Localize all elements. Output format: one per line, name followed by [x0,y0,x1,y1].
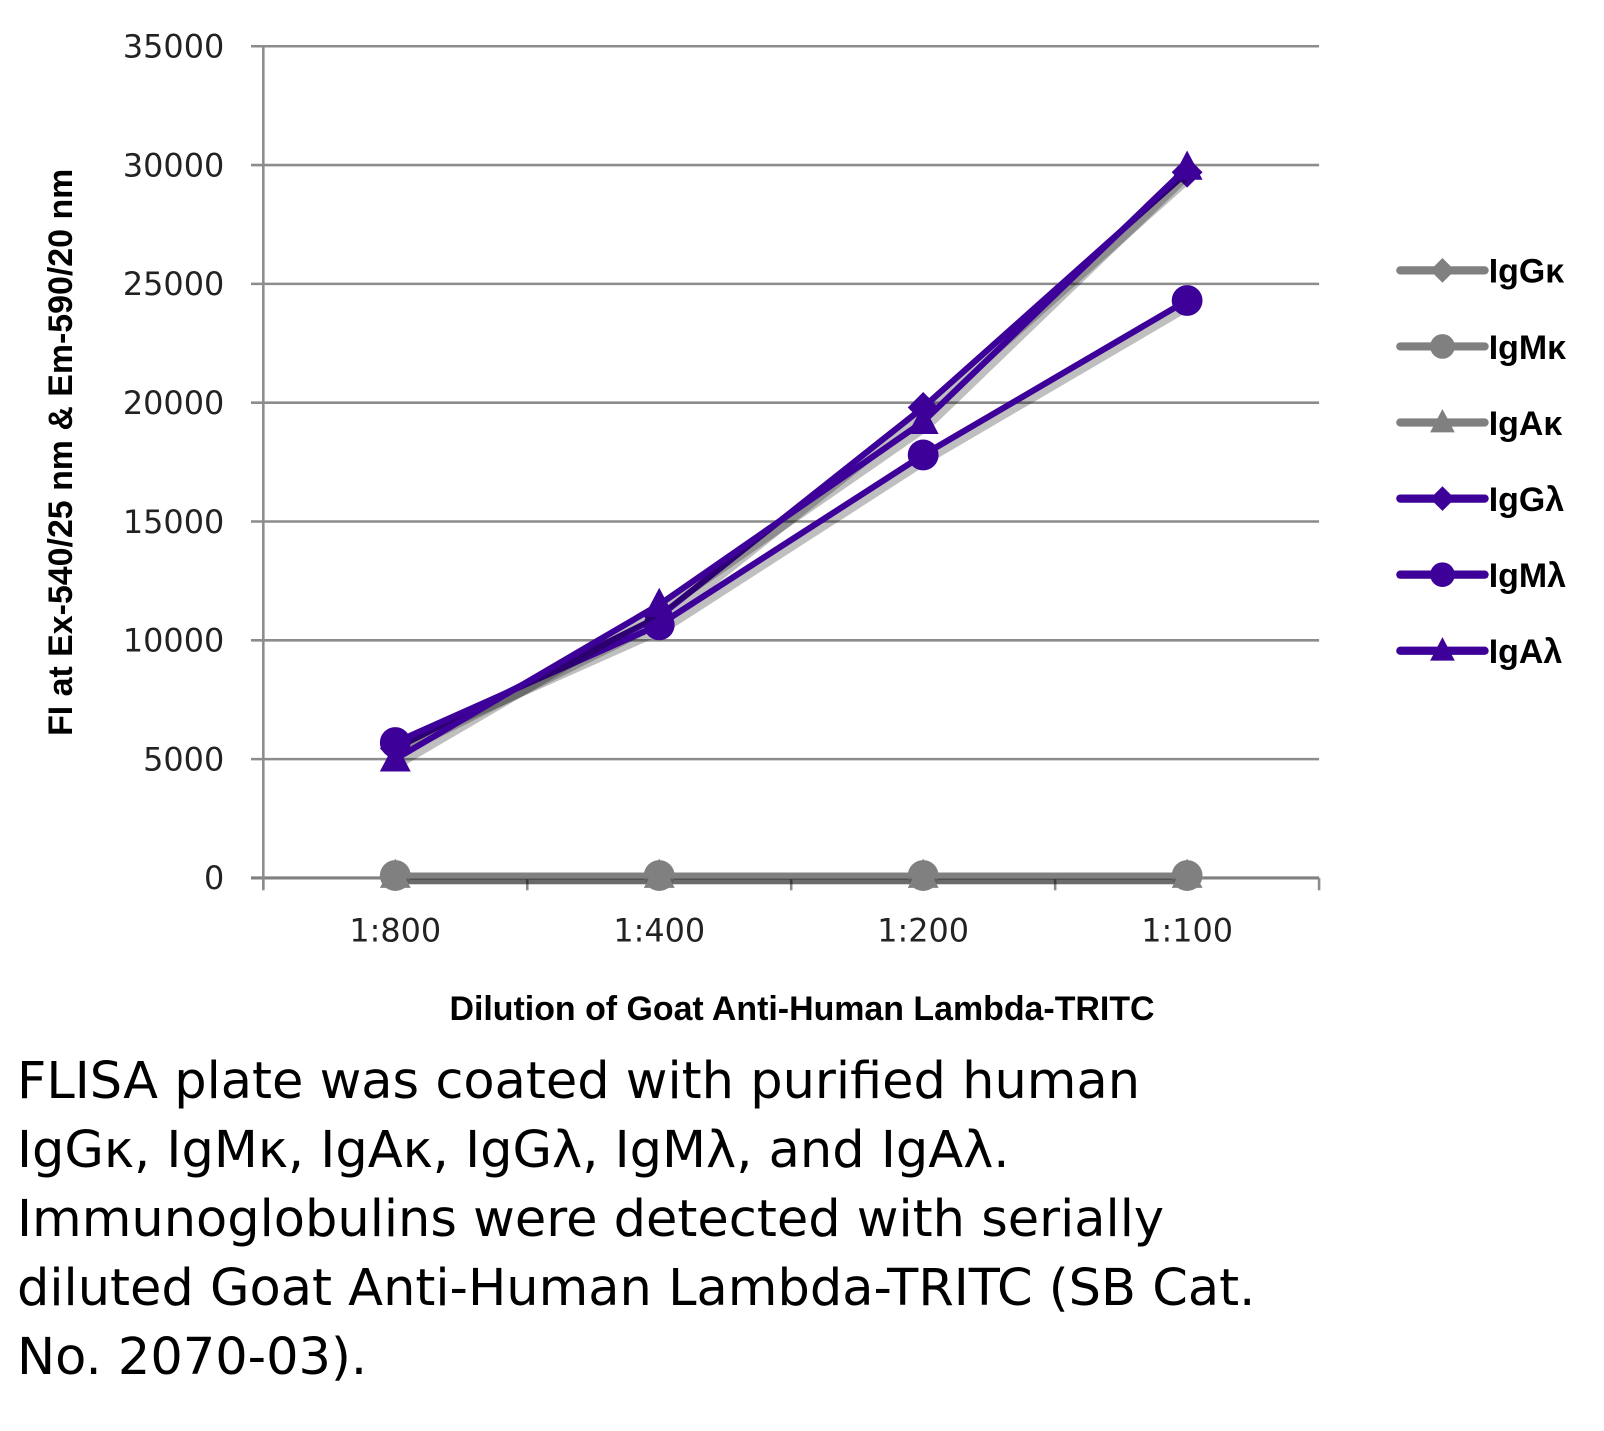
legend-label: IgGλ [1489,481,1565,519]
y-tick-label: 30000 [123,146,224,184]
data-point [643,587,675,618]
legend-label: IgMκ [1489,329,1566,367]
data-point [1171,150,1203,180]
x-tick-label: 1:200 [877,912,969,950]
series-line [393,169,1190,752]
series-2 [379,858,1203,888]
figure-caption: FLISA plate was coated with purified hum… [17,1047,1577,1392]
legend-marker-triangle-icon [1430,408,1455,433]
legend-marker-circle-icon [1430,562,1455,587]
legend-marker-diamond-icon [1430,486,1455,511]
legend-label: IgAκ [1489,405,1563,443]
y-tick-label: 25000 [123,265,224,303]
series-shadow [397,169,1194,768]
y-tick-label: 10000 [123,622,224,660]
legend-label: IgGκ [1489,253,1565,291]
data-point [907,858,939,888]
caption-line: diluted Goat Anti-Human Lambda-TRITC (SB… [17,1259,1256,1318]
caption-line: Immunoglobulins were detected with seria… [17,1190,1165,1249]
caption-line: FLISA plate was coated with purified hum… [17,1052,1141,1111]
series-shadow [397,302,1194,751]
y-tick-label: 20000 [123,384,224,422]
legend-item: IgGκ [1396,253,1565,291]
gridlines [250,44,1321,891]
data-point [379,858,411,888]
data-point [643,858,675,888]
caption-line: IgGκ, IgMκ, IgAκ, IgGλ, IgMλ, and IgAλ. [17,1121,1010,1180]
legend-marker-diamond-icon [1430,258,1455,283]
caption-line: No. 2070-03). [17,1328,368,1387]
y-axis-ticks: 0 5000 10000 15000 20000 25000 30000 35000 [123,28,224,898]
x-axis-title: Dilution of Goat Anti-Human Lambda-TRITC [449,990,1154,1028]
x-tick-label: 1:800 [349,912,441,950]
data-point [907,439,939,471]
series-group [379,150,1203,891]
legend: IgGκ IgMκ IgAκ IgGλ IgMλ IgAλ [1396,253,1566,671]
series-line [393,165,1190,762]
data-point [1171,285,1203,316]
data-point [643,609,675,641]
data-point [379,742,411,772]
legend-item: IgMκ [1396,329,1566,367]
legend-marker-triangle-icon [1430,637,1455,661]
y-tick-label: 15000 [123,503,224,541]
legend-label: IgAλ [1489,633,1563,671]
data-point [1171,858,1203,888]
series-5 [379,150,1203,772]
legend-label: IgMλ [1489,557,1566,595]
y-axis-title: FI at Ex-540/25 nm & Em-590/20 nm [42,169,80,736]
legend-item: IgGλ [1396,481,1565,519]
x-axis-ticks: 1:800 1:400 1:200 1:100 [349,912,1233,950]
y-tick-label: 5000 [143,740,224,778]
x-tick-label: 1:400 [613,912,705,950]
legend-item: IgAλ [1396,633,1563,671]
y-tick-label: 0 [204,859,224,897]
legend-item: IgAκ [1396,405,1563,443]
series-3 [379,156,1203,764]
legend-marker-circle-icon [1430,334,1455,359]
y-tick-label: 35000 [123,28,224,66]
x-tick-label: 1:100 [1141,912,1233,950]
data-point [907,404,939,435]
series-shadow [397,174,1194,757]
legend-item: IgMλ [1396,557,1566,595]
